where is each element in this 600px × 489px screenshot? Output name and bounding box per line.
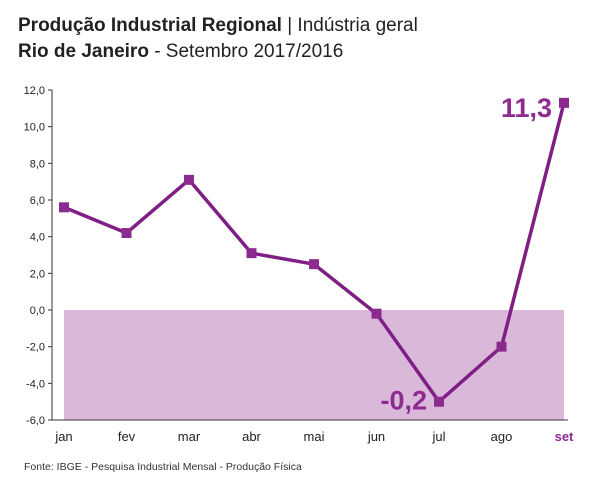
source-note: Fonte: IBGE - Pesquisa Industrial Mensal… xyxy=(24,461,302,473)
title-main: Produção Industrial Regional xyxy=(18,15,282,36)
data-value-label: 11,3 xyxy=(501,93,552,123)
y-tick-label: 4,0 xyxy=(30,232,45,244)
y-tick-label: 10,0 xyxy=(24,122,45,134)
y-tick-label: 6,0 xyxy=(30,195,45,207)
chart-title: Produção Industrial Regional | Indústria… xyxy=(18,13,418,39)
x-tick-label: jul xyxy=(431,429,445,444)
y-tick-label: 12,0 xyxy=(24,85,45,97)
data-point-marker xyxy=(559,97,569,108)
data-value-label: -0,2 xyxy=(380,386,427,416)
data-point-marker xyxy=(59,202,69,213)
y-tick-label: -4,0 xyxy=(26,378,45,390)
y-tick-label: 8,0 xyxy=(30,158,45,170)
y-tick-label: 2,0 xyxy=(30,268,45,280)
x-tick-label: fev xyxy=(118,429,136,444)
x-tick-label: ago xyxy=(491,429,513,444)
negative-region-band xyxy=(64,310,564,420)
x-tick-label: jun xyxy=(367,429,385,444)
title-separator: | xyxy=(287,15,293,36)
data-point-marker xyxy=(121,228,132,238)
subtitle-period: - Setembro 2017/2016 xyxy=(154,41,344,62)
data-point-marker xyxy=(371,308,382,319)
data-point-marker xyxy=(246,248,257,259)
x-tick-label: mar xyxy=(178,429,201,444)
x-tick-label: mai xyxy=(304,429,325,444)
data-point-marker xyxy=(434,396,444,407)
x-tick-label: abr xyxy=(242,429,261,444)
y-tick-label: -6,0 xyxy=(26,415,45,427)
chart-subtitle: Rio de Janeiro - Setembro 2017/2016 xyxy=(18,39,418,65)
subtitle-region: Rio de Janeiro xyxy=(18,41,149,62)
data-point-marker xyxy=(184,174,194,185)
data-point-marker xyxy=(309,259,319,270)
chart-title-block: Produção Industrial Regional | Indústria… xyxy=(18,13,418,65)
y-tick-label: -2,0 xyxy=(26,342,45,354)
x-tick-label: jan xyxy=(54,429,72,444)
title-rest: Indústria geral xyxy=(297,15,418,36)
data-point-marker xyxy=(496,341,507,352)
y-tick-label: 0,0 xyxy=(30,305,45,317)
x-tick-label: set xyxy=(555,429,574,444)
